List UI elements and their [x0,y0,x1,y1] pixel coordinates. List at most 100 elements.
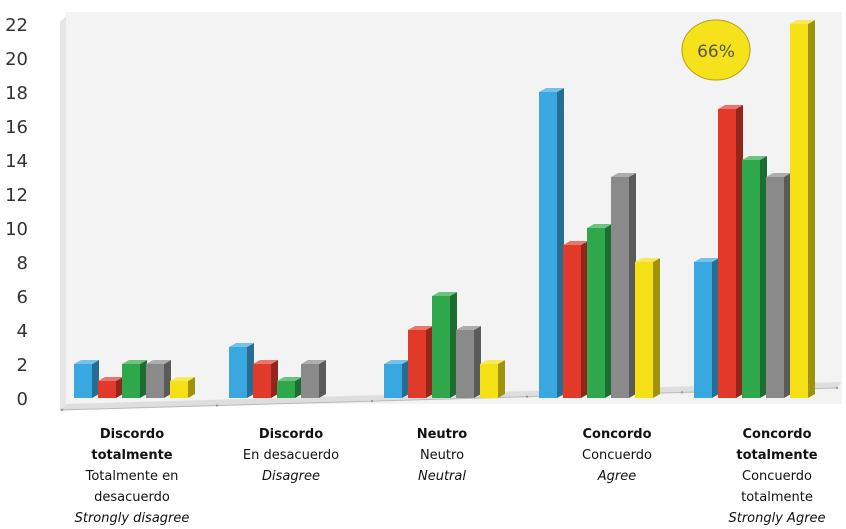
bar-top [635,258,660,262]
bar [253,364,271,398]
bar-top [384,360,409,364]
bar-top [694,258,719,262]
bar-side [784,173,791,398]
x-tick-mark [680,391,684,394]
percent-badge-label: 66% [697,42,735,62]
x-tick-mark [60,408,64,412]
bar-side [247,343,254,398]
bar [587,228,605,398]
bar-top [146,360,171,364]
bar [480,364,498,398]
x-category-label: Neutro Neutro Neutral [362,424,522,487]
bar [635,262,653,398]
y-tick-label: 4 [17,321,28,342]
bar-side [116,377,123,398]
y-tick-label: 6 [17,287,28,308]
bar-top [170,377,195,381]
y-tick-label: 12 [5,185,28,206]
bar-side [498,360,505,398]
bar-top [611,173,636,177]
category-label-en: Disagree [262,469,320,484]
x-tick-mark [215,404,219,407]
bar-top [718,105,743,109]
category-label-pt: Concordo totalmente [736,427,818,463]
bar-side [450,292,457,398]
bar-top [587,224,612,228]
bar-side [140,360,147,398]
bar-top [408,326,433,330]
y-tick-label: 2 [17,355,28,376]
bar-top [480,360,505,364]
category-label-pt: Neutro [416,427,468,442]
bar [766,177,784,398]
bar-chart: 0 2 4 6 8 10 12 14 16 18 20 22 66% [5,12,842,412]
y-tick-label: 20 [5,49,28,70]
bar-top [253,360,278,364]
bar-side [426,326,433,398]
y-tick-label: 18 [5,83,28,104]
bar-side [92,360,99,398]
bar-top [539,88,564,92]
x-category-label: Concordo totalmente Concuerdo totalmente S… [722,424,832,529]
bar-side [271,360,278,398]
bar [611,177,629,398]
x-tick-mark [525,395,529,398]
y-tick-label: 10 [5,219,28,240]
bar-side [581,241,588,398]
bar-top [432,292,457,296]
category-label-es: Concuerdo [582,448,652,463]
category-label-en: Agree [597,469,637,484]
bar [432,296,450,398]
bar-top [790,20,815,24]
bar [456,330,474,398]
bar [229,347,247,398]
category-label-es: En desacuerdo [242,448,340,463]
bar [742,160,760,398]
y-tick-label: 16 [5,117,28,138]
bar [277,381,295,398]
category-label-pt: Discordo totalmente [91,427,173,463]
category-label-pt: Discordo [258,427,324,442]
bar-side [736,105,743,398]
bar-top [456,326,481,330]
bar-side [164,360,171,398]
bar [694,262,712,398]
x-category-label: Discordo totalmente Totalmente en desacue… [57,424,207,529]
category-label-en: Strongly disagree [74,511,190,526]
bar [408,330,426,398]
bar-top [766,173,791,177]
bar-side [712,258,719,398]
category-label-es: Concuerdo totalmente [741,469,813,505]
bar-side [808,20,815,398]
category-label-en: Strongly Agree [728,511,826,526]
category-label-es: Neutro [419,448,465,463]
bar-top [98,377,123,381]
y-tick-label: 14 [5,151,28,172]
bar [146,364,164,398]
bar-top [229,343,254,347]
bar-side [760,156,767,398]
bar [98,381,116,398]
bar-top [563,241,588,245]
category-label-pt: Concordo [582,427,652,442]
bar [122,364,140,398]
bar-side [295,377,302,398]
x-tick-mark [835,386,839,390]
bar-top [742,156,767,160]
bar-side [319,360,326,398]
bar [74,364,92,398]
bar-side [402,360,409,398]
y-tick-label: 8 [17,253,28,274]
x-category-label: Discordo En desacuerdo Disagree [211,424,371,487]
bar [384,364,402,398]
bar [790,24,808,398]
x-category-label: Concordo Concuerdo Agree [537,424,697,487]
bar [718,109,736,398]
bar [563,245,581,398]
bar-top [277,377,302,381]
bar-side [474,326,481,398]
bar-side [557,88,564,398]
chart-side-wall [60,16,66,410]
bar-side [629,173,636,398]
y-tick-label: 22 [5,15,28,36]
